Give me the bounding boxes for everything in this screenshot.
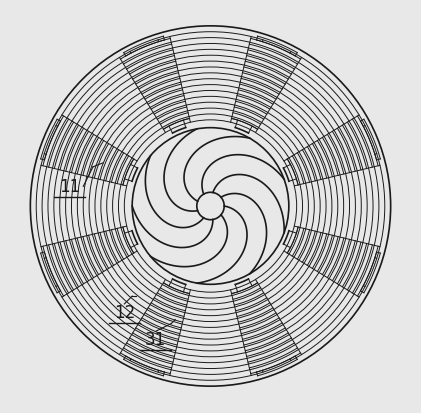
Text: 12: 12 xyxy=(114,303,135,321)
Text: 11: 11 xyxy=(59,178,80,196)
Text: 31: 31 xyxy=(145,330,166,348)
